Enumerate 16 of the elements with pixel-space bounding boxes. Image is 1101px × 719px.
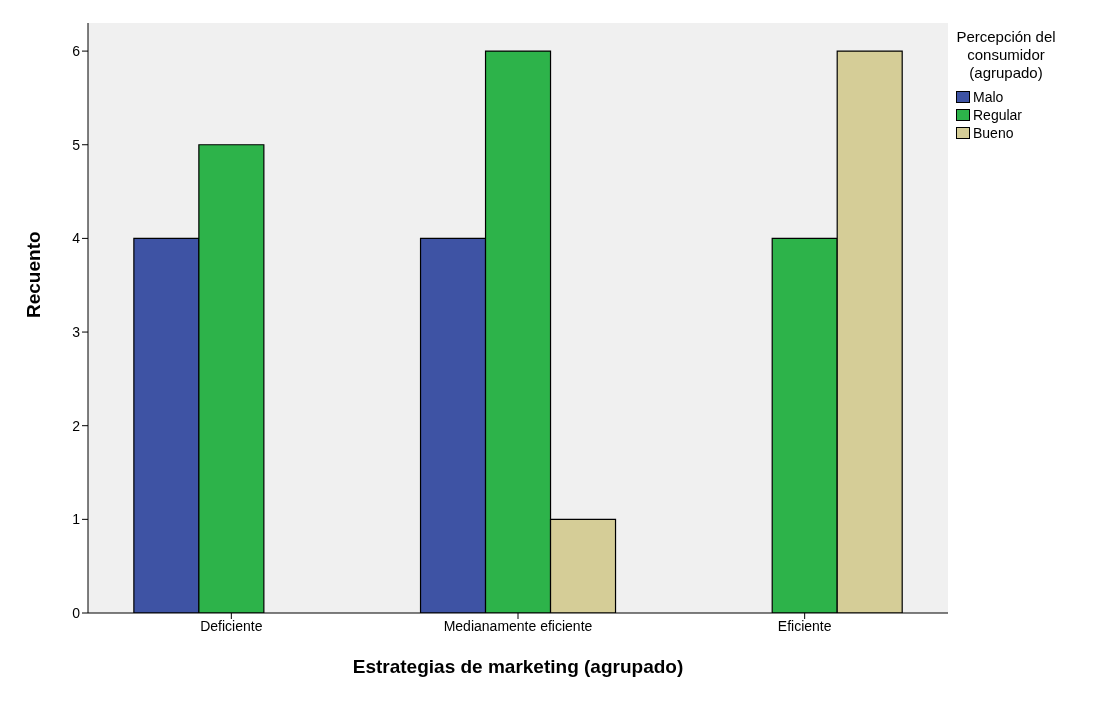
y-tick-label: 5 [72,136,81,153]
y-tick-label: 3 [72,324,81,341]
legend-title: Percepción del consumidor (agrupado) [956,28,1056,82]
x-tick-label: Medianamente eficiente [443,617,593,634]
y-tick-label: 2 [72,417,81,434]
x-axis-title: Estrategias de marketing (agrupado) [352,656,684,677]
y-tick-label: 1 [72,511,81,528]
y-tick-label: 0 [72,604,81,621]
y-axis-title: Recuento [22,231,44,318]
y-tick-label: 4 [72,230,81,247]
legend-label: Bueno [972,124,1015,142]
legend-label: Regular [972,106,1024,124]
legend-label: Malo [972,88,1005,106]
y-tick-label: 6 [72,43,81,60]
x-tick-label: Deficiente [200,617,263,634]
x-tick-label: Eficiente [777,617,832,634]
